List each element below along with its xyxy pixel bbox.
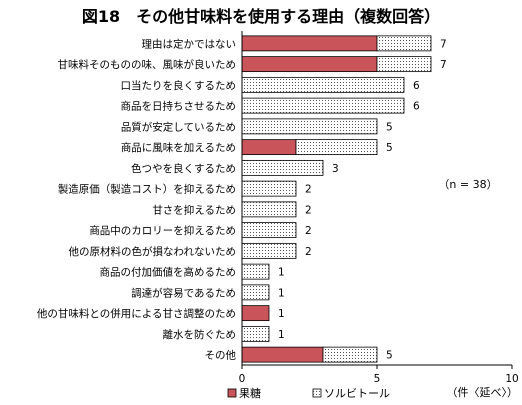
bar-value-label: 2 xyxy=(305,204,312,216)
bar-segment-sorbitol xyxy=(241,325,270,342)
bar-segment-sorbitol xyxy=(241,201,297,218)
category-label: 理由は定かではない xyxy=(142,37,237,50)
bar-segment-sorbitol xyxy=(241,76,405,93)
bar-value-label: 7 xyxy=(440,38,447,50)
category-label: 商品に風味を加えるため xyxy=(121,141,236,154)
bar-value-label: 3 xyxy=(332,163,339,175)
bar-value-label: 2 xyxy=(305,184,312,196)
bar-segment-fructose xyxy=(241,139,297,156)
bar-segment-sorbitol xyxy=(376,56,432,73)
category-label: 商品中のカロリーを抑えるため xyxy=(89,224,236,237)
bar-segment-sorbitol xyxy=(241,263,270,280)
category-label: 他の原材料の色が損なわれないため xyxy=(69,245,236,258)
chart-title: 図18 その他甘味料を使用する理由（複数回答） xyxy=(82,7,440,26)
x-tick-label: 0 xyxy=(239,373,246,385)
bar-segment-fructose xyxy=(241,35,378,52)
legend-swatch-sorbitol xyxy=(312,388,322,398)
category-label: その他 xyxy=(205,349,237,362)
bar-value-label: 1 xyxy=(278,308,285,320)
category-label: 甘味料そのものの味、風味が良いため xyxy=(58,58,237,71)
legend: 果糖 ソルビトール xyxy=(227,386,390,400)
category-label: 商品を日持ちさせるため xyxy=(121,100,237,113)
bar-segment-sorbitol xyxy=(241,284,270,301)
bar-segment-fructose xyxy=(241,305,270,322)
legend-label: 果糖 xyxy=(239,386,261,400)
x-tick-label: 5 xyxy=(374,373,381,385)
category-label: 甘さを抑えるため xyxy=(152,203,236,216)
bar-value-label: 5 xyxy=(386,121,393,133)
category-label: 色つやを良くするため xyxy=(131,162,236,175)
bar-value-label: 2 xyxy=(305,246,312,258)
bar-value-label: 2 xyxy=(305,225,312,237)
x-axis-label: （件〈延べ〉） xyxy=(447,386,519,399)
bar-segment-sorbitol xyxy=(241,118,378,135)
legend-swatch-fructose xyxy=(227,388,237,398)
bar-segment-sorbitol xyxy=(241,159,324,176)
bar-value-label: 1 xyxy=(278,329,285,341)
category-label: 製造原価（製造コスト）を抑えるため xyxy=(58,183,236,196)
plot-area: 理由は定かではない 7 甘味料そのものの味、風味が良いため 7 口当たりを良くするため 6… xyxy=(37,31,519,385)
bar-value-label: 1 xyxy=(278,267,285,279)
bar-value-label: 5 xyxy=(386,142,393,154)
bar-segment-sorbitol xyxy=(241,242,297,259)
bar-segment-sorbitol xyxy=(241,180,297,197)
bar-segment-fructose xyxy=(241,346,324,363)
bar-value-label: 5 xyxy=(386,350,393,362)
category-label: 品質が安定しているため xyxy=(121,120,236,133)
category-label: 口当たりを良くするため xyxy=(121,79,237,92)
bar-value-label: 6 xyxy=(413,101,420,113)
bar-segment-sorbitol xyxy=(241,97,405,114)
legend-label: ソルビトール xyxy=(324,387,390,400)
x-tick-label: 10 xyxy=(505,373,518,385)
category-label: 他の甘味料との併用による甘さ調整のため xyxy=(37,307,236,320)
category-label: 離水を防ぐため xyxy=(163,328,237,341)
bar-segment-sorbitol xyxy=(322,346,378,363)
category-label: 調達が容易であるため xyxy=(131,286,236,299)
sample-size-annotation: （n = 38） xyxy=(438,178,497,191)
category-label: 商品の付加価値を高めるため xyxy=(100,266,237,279)
bar-segment-sorbitol xyxy=(295,139,378,156)
bar-value-label: 1 xyxy=(278,287,285,299)
bar-segment-fructose xyxy=(241,56,378,73)
bar-value-label: 6 xyxy=(413,80,420,92)
bar-segment-sorbitol xyxy=(241,222,297,239)
bar-value-label: 7 xyxy=(440,59,447,71)
bar-segment-sorbitol xyxy=(376,35,432,52)
